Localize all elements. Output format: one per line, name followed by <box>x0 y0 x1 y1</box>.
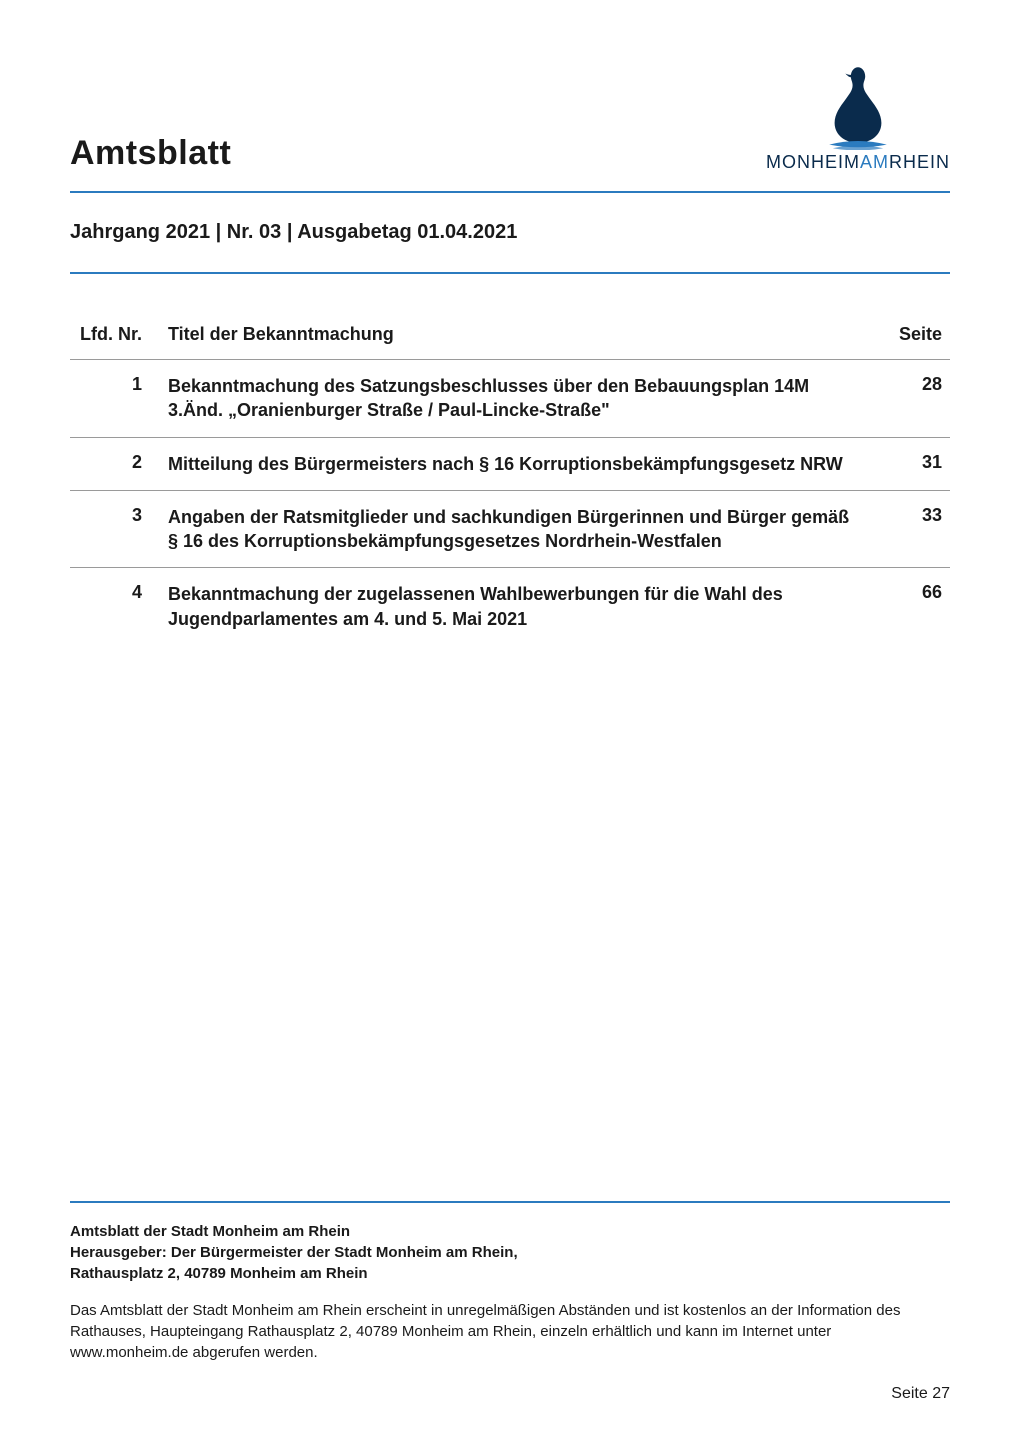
logo-text: MONHEIMAMRHEIN <box>766 152 950 173</box>
toc-cell-title: Angaben der Ratsmitglieder und sachkundi… <box>160 490 870 568</box>
document-title: Amtsblatt <box>70 134 231 173</box>
toc-cell-seite: 31 <box>870 437 950 490</box>
toc-row: 1 Bekanntmachung des Satzungsbeschlusses… <box>70 360 950 438</box>
toc-header-titel: Titel der Bekanntmachung <box>160 310 870 360</box>
toc-cell-title: Bekanntmachung der zugelassenen Wahlbewe… <box>160 568 870 645</box>
toc-cell-nr: 2 <box>70 437 160 490</box>
logo-text-a: MONHEIM <box>766 152 860 172</box>
toc-row: 4 Bekanntmachung der zugelassenen Wahlbe… <box>70 568 950 645</box>
toc-header-row: Lfd. Nr. Titel der Bekanntmachung Seite <box>70 310 950 360</box>
footer-rule <box>70 1201 950 1203</box>
toc-cell-seite: 28 <box>870 360 950 438</box>
toc-cell-nr: 1 <box>70 360 160 438</box>
toc-cell-seite: 33 <box>870 490 950 568</box>
toc-header-seite: Seite <box>870 310 950 360</box>
toc-header-nr: Lfd. Nr. <box>70 310 160 360</box>
header-row: Amtsblatt MONHEIMAMRHEIN <box>70 60 950 173</box>
toc-row: 2 Mitteilung des Bürgermeisters nach § 1… <box>70 437 950 490</box>
logo-text-c: RHEIN <box>889 152 950 172</box>
toc-cell-nr: 4 <box>70 568 160 645</box>
logo-text-b: AM <box>860 152 889 172</box>
footer-publisher: Amtsblatt der Stadt Monheim am Rhein Her… <box>70 1221 950 1284</box>
toc-row: 3 Angaben der Ratsmitglieder und sachkun… <box>70 490 950 568</box>
toc-table: Lfd. Nr. Titel der Bekanntmachung Seite … <box>70 310 950 645</box>
footer-note: Das Amtsblatt der Stadt Monheim am Rhein… <box>70 1300 950 1363</box>
toc-cell-title: Bekanntmachung des Satzungsbeschlusses ü… <box>160 360 870 438</box>
toc-cell-title: Mitteilung des Bürgermeisters nach § 16 … <box>160 437 870 490</box>
toc-cell-nr: 3 <box>70 490 160 568</box>
goose-icon <box>813 60 903 150</box>
toc-body: 1 Bekanntmachung des Satzungsbeschlusses… <box>70 360 950 646</box>
toc-cell-seite: 66 <box>870 568 950 645</box>
issue-line: Jahrgang 2021 | Nr. 03 | Ausgabetag 01.0… <box>70 193 950 272</box>
mid-rule <box>70 272 950 274</box>
page-number: Seite 27 <box>70 1385 950 1403</box>
footer: Amtsblatt der Stadt Monheim am Rhein Her… <box>70 1201 950 1403</box>
city-logo: MONHEIMAMRHEIN <box>766 60 950 173</box>
